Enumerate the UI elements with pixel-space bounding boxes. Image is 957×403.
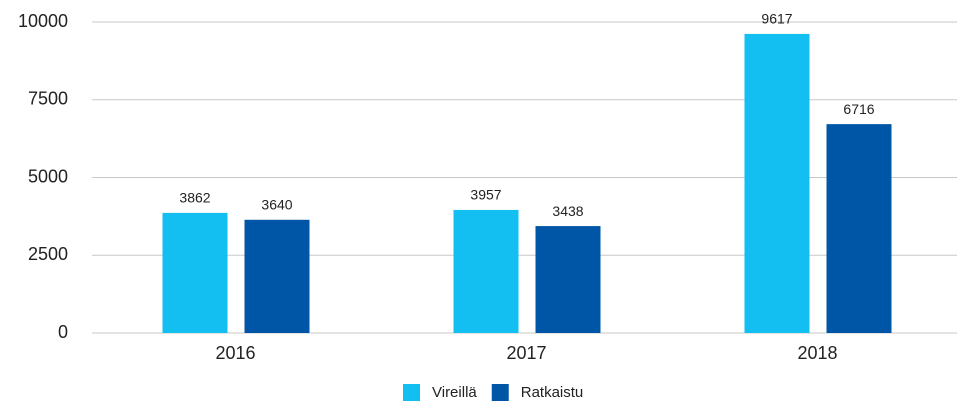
value-label: 3640 [261,196,292,212]
value-label: 9617 [761,11,792,27]
y-tick-label: 5000 [28,166,68,186]
legend-swatch [403,384,420,401]
legend-label: Vireillä [432,384,477,401]
bar [744,33,810,333]
x-tick-label: 2017 [506,343,546,363]
value-label: 3438 [552,203,583,219]
bar [162,212,228,333]
y-tick-label: 10000 [18,11,68,31]
bar [453,209,519,333]
x-tick-label: 2018 [797,343,837,363]
value-label: 3862 [179,190,210,206]
bar [244,219,310,333]
legend-label: Ratkaistu [521,384,584,401]
bar [826,124,892,333]
value-label: 3957 [470,187,501,203]
legend-swatch [491,384,509,401]
value-label: 6716 [843,101,874,117]
y-tick-label: 2500 [28,244,68,264]
bar [535,226,601,333]
y-tick-label: 7500 [28,89,68,109]
x-tick-label: 2016 [215,343,255,363]
y-tick-label: 0 [58,322,68,342]
